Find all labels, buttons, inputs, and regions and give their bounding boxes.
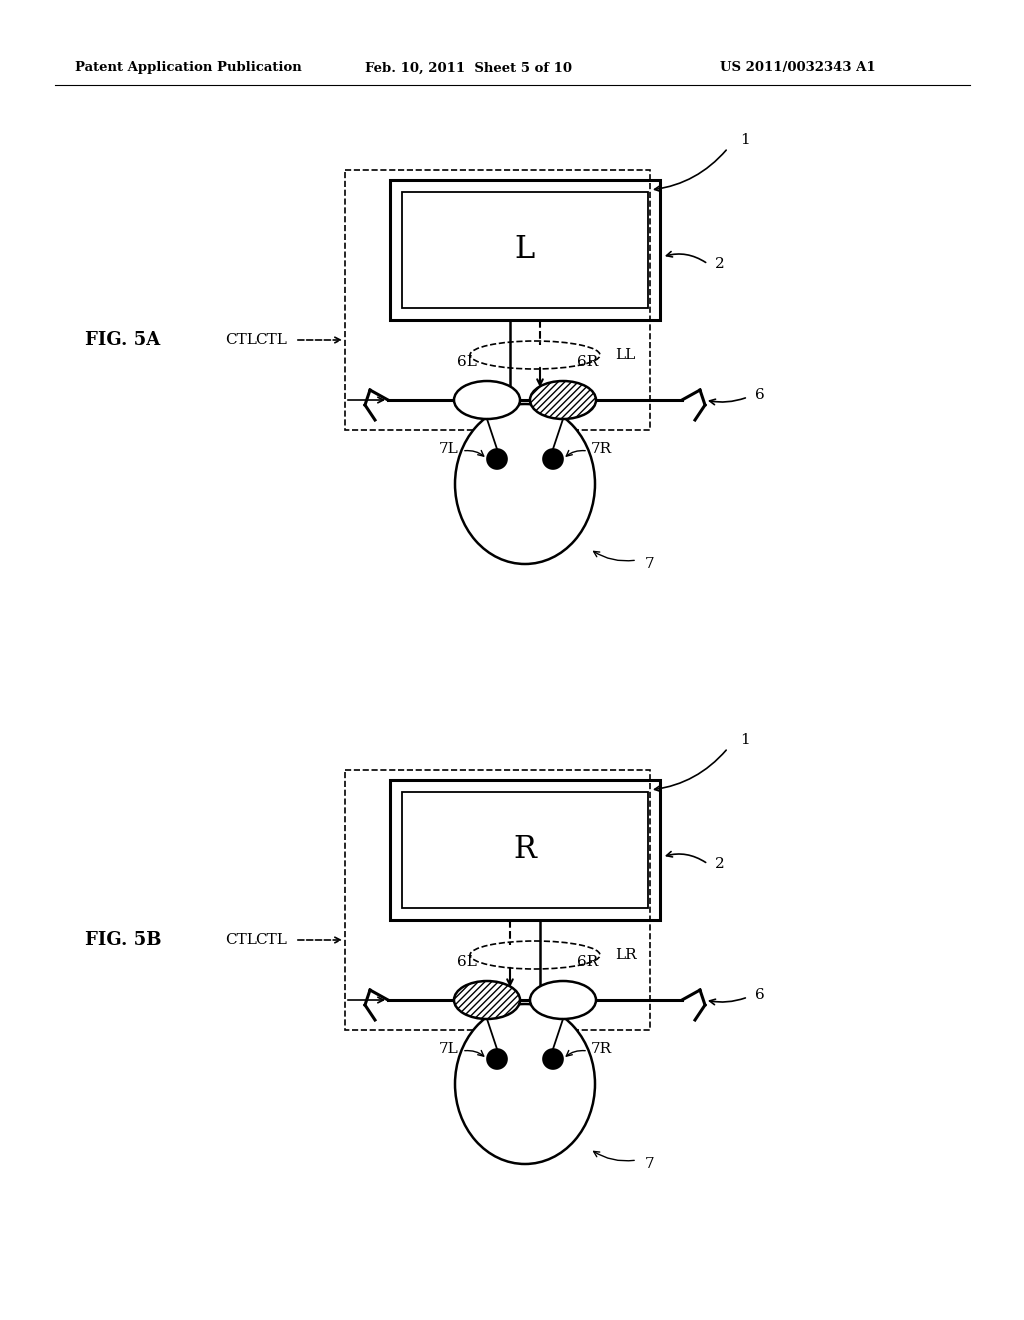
- Bar: [390, 780, 660, 920]
- Ellipse shape: [543, 449, 563, 469]
- Text: 1: 1: [740, 133, 750, 147]
- Ellipse shape: [454, 981, 520, 1019]
- Text: LR: LR: [615, 948, 637, 962]
- Text: CTL: CTL: [225, 933, 257, 946]
- Text: 6L: 6L: [457, 355, 477, 370]
- Bar: [345, 770, 650, 1030]
- Text: 6R: 6R: [578, 954, 599, 969]
- Text: CTL: CTL: [225, 333, 257, 347]
- Bar: [390, 180, 660, 319]
- Ellipse shape: [487, 1049, 507, 1069]
- Text: 7: 7: [645, 557, 654, 572]
- Text: Feb. 10, 2011  Sheet 5 of 10: Feb. 10, 2011 Sheet 5 of 10: [365, 62, 572, 74]
- Ellipse shape: [487, 449, 507, 469]
- Ellipse shape: [455, 404, 595, 564]
- Text: 7R: 7R: [591, 1041, 611, 1056]
- Text: 7R: 7R: [591, 442, 611, 455]
- Text: 6L: 6L: [457, 954, 477, 969]
- Ellipse shape: [454, 381, 520, 418]
- Text: Patent Application Publication: Patent Application Publication: [75, 62, 302, 74]
- Bar: [402, 792, 648, 908]
- Text: LL: LL: [615, 348, 635, 362]
- Bar: [402, 191, 648, 308]
- Text: FIG. 5A: FIG. 5A: [85, 331, 160, 348]
- Text: 2: 2: [715, 857, 725, 871]
- Text: CTL: CTL: [255, 933, 287, 946]
- Ellipse shape: [543, 1049, 563, 1069]
- Text: 6: 6: [755, 987, 765, 1002]
- Bar: [345, 170, 650, 430]
- Text: 7L: 7L: [439, 1041, 459, 1056]
- Text: FIG. 5B: FIG. 5B: [85, 931, 162, 949]
- Ellipse shape: [455, 1005, 595, 1164]
- Ellipse shape: [530, 981, 596, 1019]
- Text: 7L: 7L: [439, 442, 459, 455]
- Text: 1: 1: [740, 733, 750, 747]
- Text: US 2011/0032343 A1: US 2011/0032343 A1: [720, 62, 876, 74]
- Text: L: L: [515, 235, 536, 265]
- Ellipse shape: [530, 381, 596, 418]
- Text: 2: 2: [715, 257, 725, 271]
- Text: 6: 6: [755, 388, 765, 403]
- Text: R: R: [514, 834, 537, 866]
- Text: CTL: CTL: [255, 333, 287, 347]
- Text: 7: 7: [645, 1158, 654, 1171]
- Text: 6R: 6R: [578, 355, 599, 370]
